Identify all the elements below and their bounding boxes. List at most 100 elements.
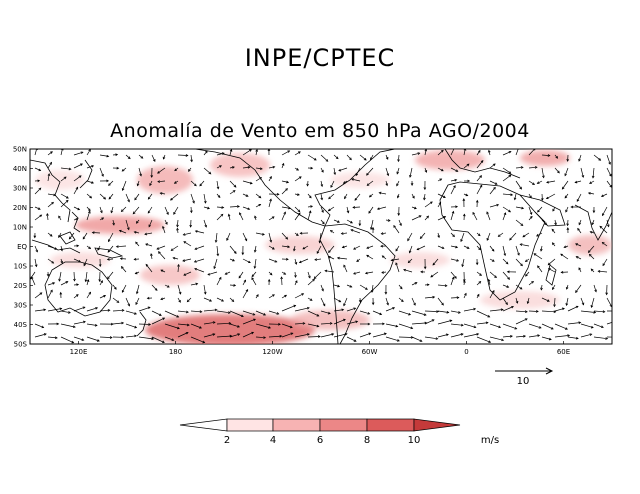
wind-vector <box>307 323 319 327</box>
wind-vector-head <box>98 279 102 283</box>
wind-vector-head <box>294 261 298 265</box>
wind-vector <box>164 219 168 225</box>
wind-vector-head <box>395 248 399 252</box>
wind-vector <box>73 258 81 263</box>
wind-vector <box>151 310 162 316</box>
wind-vector-head <box>396 195 400 199</box>
wind-vector-head <box>520 263 523 267</box>
wind-vector <box>350 229 361 234</box>
wind-vector-head <box>49 161 53 165</box>
wind-vector <box>255 323 271 329</box>
wind-vector-head <box>203 200 207 204</box>
wind-vector <box>370 154 374 160</box>
wind-vector <box>203 193 206 204</box>
wind-vector-head <box>497 234 501 237</box>
wind-vector-head <box>408 312 412 316</box>
wind-vector <box>460 232 465 242</box>
map-title: Anomalía de Vento em 850 hPa AGO/2004 <box>110 120 530 142</box>
wind-vector-head <box>463 279 466 283</box>
wind-vector <box>333 284 340 287</box>
wind-vector <box>281 276 283 286</box>
wind-vector <box>578 154 582 162</box>
wind-vector-head <box>328 196 331 200</box>
wind-vector-head <box>50 151 53 154</box>
wind-vector-head <box>547 262 551 266</box>
wind-vector-head <box>390 258 394 262</box>
wind-vector <box>268 245 275 250</box>
wind-vector-head <box>455 245 459 249</box>
wind-vector <box>320 322 333 325</box>
wind-vector-head <box>221 206 225 209</box>
wind-vector <box>598 270 608 273</box>
wind-vector <box>606 154 611 165</box>
wind-vector-head <box>87 210 91 214</box>
wind-vector-head <box>407 238 410 242</box>
wind-vector <box>164 323 180 329</box>
wind-vector-head <box>506 270 510 274</box>
wind-vector <box>437 150 444 156</box>
wind-vector <box>437 297 444 306</box>
wind-vector-head <box>308 195 312 199</box>
wind-vector-head <box>337 284 341 288</box>
wind-vector-head <box>588 253 592 257</box>
wind-vector-head <box>147 306 151 310</box>
wind-vector-head <box>538 326 542 329</box>
wind-vector <box>216 206 224 208</box>
wind-vector <box>242 331 254 338</box>
wind-vector <box>320 193 323 200</box>
wind-vector <box>488 150 491 156</box>
wind-vector-head <box>247 165 251 169</box>
wind-vector-head <box>366 183 370 186</box>
wind-vector-head <box>324 269 328 273</box>
wind-vector-head <box>500 308 504 312</box>
wind-vector-head <box>446 310 450 314</box>
wind-vector-head <box>322 303 326 307</box>
wind-vector <box>515 310 528 313</box>
wind-vector <box>489 309 504 312</box>
wind-vector <box>164 284 170 288</box>
wind-vector-head <box>416 247 420 251</box>
wind-vector <box>255 167 263 170</box>
wind-vector-head <box>232 258 235 262</box>
wind-vector <box>281 150 290 156</box>
wind-vector-head <box>80 163 83 167</box>
wind-vector <box>489 187 496 195</box>
wind-vector <box>541 336 552 340</box>
wind-vector-head <box>335 156 339 160</box>
wind-vector-head <box>132 211 136 215</box>
wind-vector <box>365 271 374 274</box>
wind-vector <box>385 336 400 342</box>
wind-vector-head <box>68 311 71 314</box>
wind-vector-head <box>343 303 346 307</box>
wind-vector <box>99 167 104 177</box>
wind-vector <box>589 180 595 184</box>
wind-vector-head <box>101 173 104 177</box>
wind-vector-head <box>577 227 580 231</box>
wind-vector-head <box>574 180 578 184</box>
wind-vector <box>147 206 153 214</box>
wind-vector-head <box>441 302 444 306</box>
wind-vector-head <box>199 326 202 329</box>
wind-vector <box>396 180 400 186</box>
wind-vector-head <box>598 158 602 161</box>
wind-vector-head <box>95 307 99 310</box>
lat-label: 50N <box>13 146 27 154</box>
wind-vector <box>199 180 205 187</box>
wind-vector-head <box>452 234 455 238</box>
wind-vector-head <box>263 312 267 316</box>
lon-label: 120E <box>70 348 88 356</box>
wind-vector-head <box>208 171 212 175</box>
wind-vector <box>134 231 140 234</box>
wind-vector <box>359 332 371 338</box>
wind-vector <box>328 245 335 253</box>
colorbar-tick-label: 10 <box>408 435 421 446</box>
wind-vector-head <box>455 205 459 209</box>
wind-vector-head <box>237 325 241 328</box>
wind-vector <box>47 232 53 237</box>
wind-vector-head <box>118 229 122 233</box>
wind-vector-head <box>508 174 512 178</box>
wind-vector-head <box>430 274 434 278</box>
wind-vector-head <box>183 241 187 244</box>
wind-vector-head <box>33 235 37 239</box>
wind-vector-head <box>253 249 257 253</box>
